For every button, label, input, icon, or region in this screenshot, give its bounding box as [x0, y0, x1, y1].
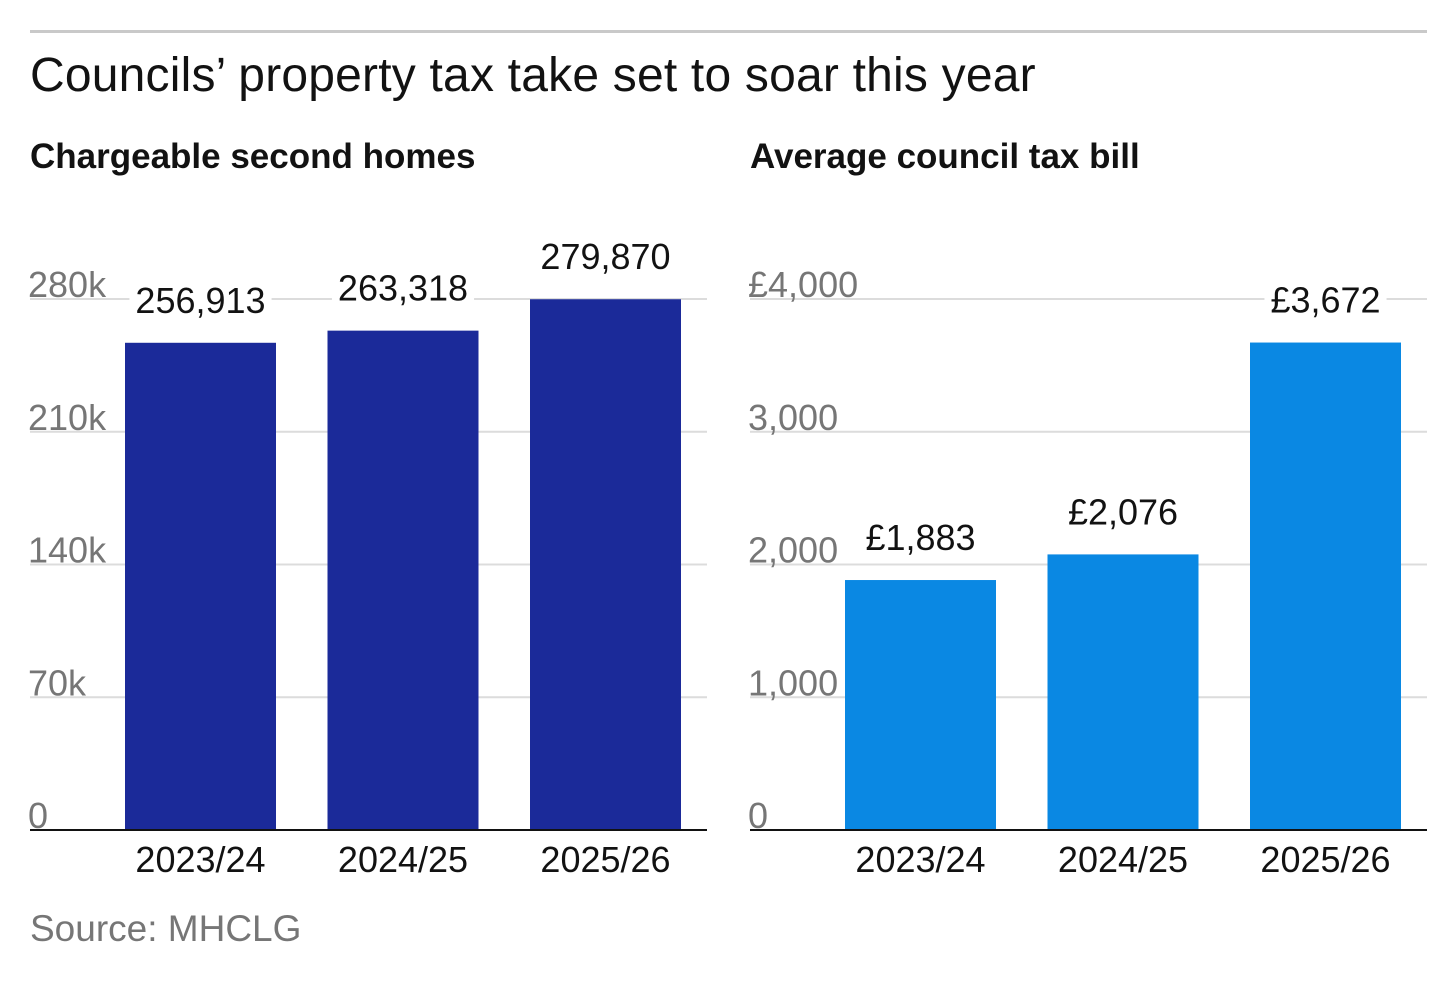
chart1-data-label-bg: [534, 236, 677, 278]
chart1-subtitle: Chargeable second homes: [30, 137, 475, 176]
chart2-data-label-bg: [1264, 279, 1387, 321]
chart1-bar: [530, 299, 681, 830]
chart2-data-label: £2,076: [1068, 491, 1178, 532]
chart1-y-tick-label: 210k: [28, 397, 107, 438]
chart2-subtitle: Average council tax bill: [750, 137, 1140, 176]
top-rule: [30, 30, 1427, 33]
chart2-y-tick-label: 0: [748, 795, 768, 836]
chart1-data-label: 279,870: [540, 236, 670, 277]
chart1-bar: [327, 330, 479, 830]
chart2-x-tick-label: 2023/24: [855, 839, 985, 880]
chart2-y-tick-label: 1,000: [748, 662, 838, 703]
chart1-data-label: 263,318: [338, 268, 468, 309]
chart2-y-tick-label: £4,000: [748, 264, 858, 305]
chart2-x-tick-label: 2025/26: [1260, 839, 1390, 880]
chart1-data-label-bg: [129, 279, 272, 321]
chart2-data-label: £3,672: [1270, 280, 1380, 321]
chart1-y-tick-label: 70k: [28, 662, 87, 703]
chart2-y-tick-label: 3,000: [748, 397, 838, 438]
chart2-y-tick-label: 2,000: [748, 530, 838, 571]
chart2-bar: [1047, 554, 1199, 830]
chart1-y-tick-label: 0: [28, 795, 48, 836]
chart2-bar: [1250, 342, 1401, 830]
chart1-y-tick-label: 140k: [28, 530, 107, 571]
chart2-x-tick-label: 2024/25: [1058, 839, 1188, 880]
chart1-data-label: 256,913: [135, 280, 265, 321]
chart1-x-tick-label: 2024/25: [338, 839, 468, 880]
chart1-y-tick-label: 280k: [28, 264, 107, 305]
chart-headline: Councils’ property tax take set to soar …: [30, 49, 1036, 102]
chart1-x-tick-label: 2023/24: [135, 839, 265, 880]
chart2-bar: [845, 580, 996, 830]
chart1-data-label-bg: [331, 267, 475, 309]
chart2-data-label-bg: [859, 517, 982, 559]
chart2-data-label-bg: [1061, 491, 1185, 533]
chart2-data-label: £1,883: [865, 517, 975, 558]
chart1-bar: [125, 342, 276, 830]
chart1-x-tick-label: 2025/26: [540, 839, 670, 880]
source-note: Source: MHCLG: [30, 908, 302, 949]
